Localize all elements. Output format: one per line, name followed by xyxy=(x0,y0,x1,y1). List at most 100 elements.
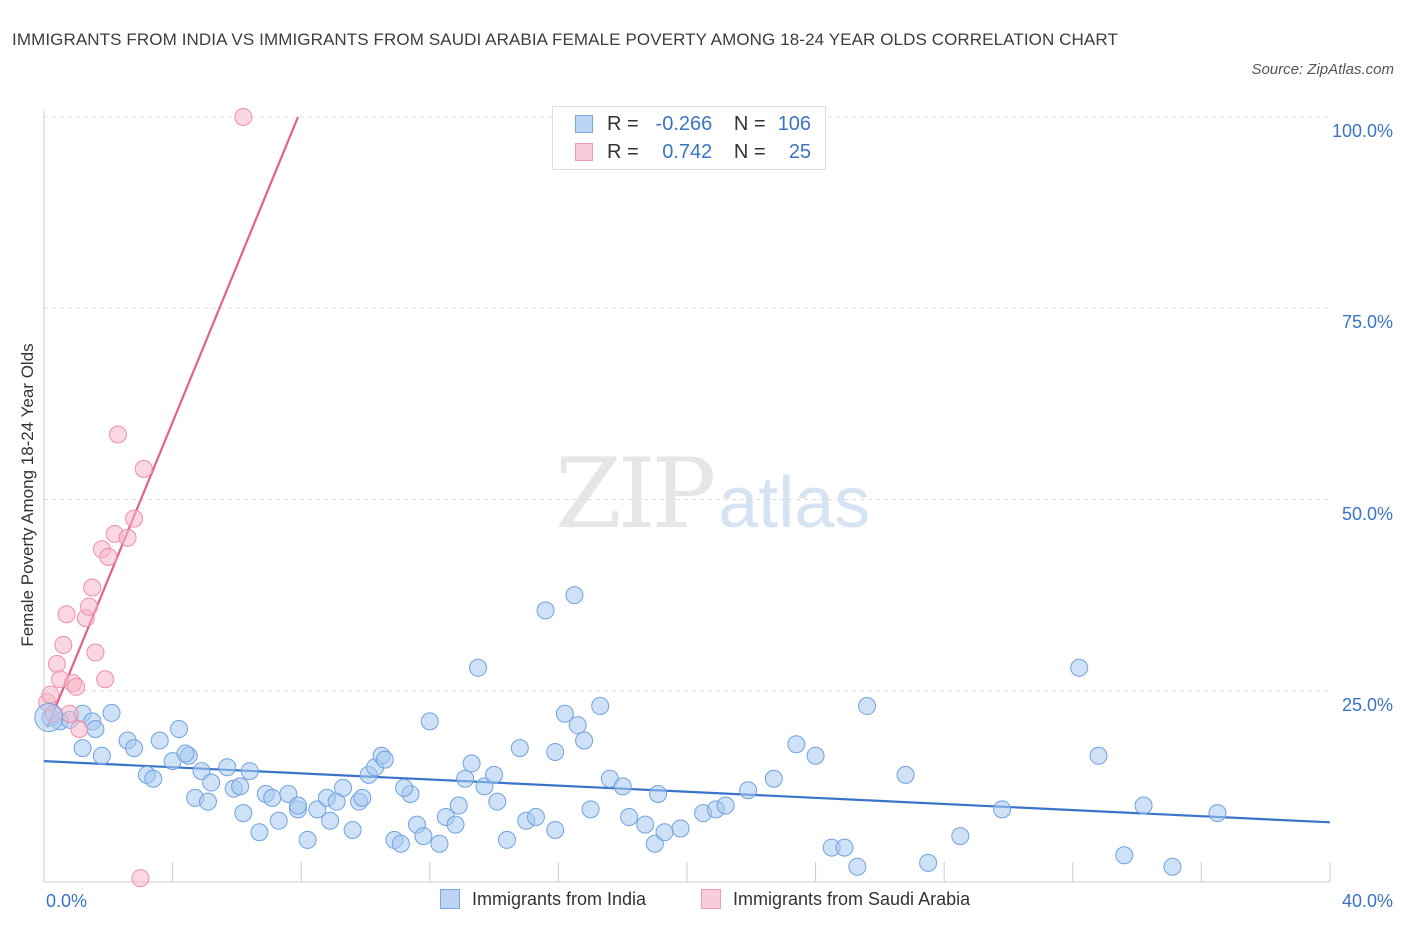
india-point xyxy=(420,712,439,731)
india-point xyxy=(321,811,340,830)
india-point xyxy=(485,765,504,784)
india-point xyxy=(456,769,475,788)
india-point xyxy=(288,796,307,815)
data-points xyxy=(34,108,1227,888)
india-point xyxy=(430,834,449,853)
india-point xyxy=(231,777,250,796)
india-point xyxy=(1115,846,1134,865)
india-point xyxy=(218,758,237,777)
india-point xyxy=(526,807,545,826)
india-swatch xyxy=(575,115,593,133)
r-label: R = xyxy=(607,113,639,135)
india-point xyxy=(86,720,105,738)
india-point xyxy=(391,834,410,853)
saudi-point xyxy=(125,509,144,528)
india-point xyxy=(240,762,259,781)
india-point xyxy=(806,746,825,765)
india-point xyxy=(269,811,288,830)
india-point xyxy=(1208,804,1227,823)
india-point xyxy=(671,819,690,838)
source-label: Source: ZipAtlas.com xyxy=(1251,61,1394,78)
india-point xyxy=(636,815,655,834)
y-tick-label: 100.0% xyxy=(1331,121,1393,141)
india-point xyxy=(92,746,111,765)
india-point xyxy=(375,750,394,769)
india-point xyxy=(150,731,169,750)
india-point xyxy=(555,704,574,723)
india-point xyxy=(835,838,854,857)
r-value: 0.742 xyxy=(662,141,713,163)
india-point xyxy=(73,739,92,758)
india-legend-swatch xyxy=(440,889,460,909)
india-point xyxy=(250,823,269,842)
saudi-point xyxy=(67,677,86,696)
legend-item-india: Immigrants from India xyxy=(440,889,646,910)
n-value: 25 xyxy=(788,141,812,163)
saudi-point xyxy=(96,670,115,689)
india-point xyxy=(192,762,211,781)
saudi-legend-swatch xyxy=(701,889,721,909)
india-point xyxy=(263,788,282,807)
india-point xyxy=(1070,658,1089,677)
india-point xyxy=(613,777,632,796)
india-point xyxy=(449,796,468,815)
india-point xyxy=(198,792,217,811)
india-point xyxy=(536,601,555,620)
stats-row-saudi: R = 0.742 N = 25 xyxy=(575,139,811,165)
stats-row-india: R = -0.266 N = 106 xyxy=(575,111,811,137)
india-point xyxy=(1089,746,1108,765)
x-tick-label-min: 0.0% xyxy=(46,891,88,911)
saudi-legend-label: Immigrants from Saudi Arabia xyxy=(733,889,971,909)
saudi-trend-line xyxy=(46,116,300,728)
watermark-atlas: atlas xyxy=(718,463,871,543)
india-point xyxy=(993,800,1012,819)
y-tick-label: 25.0% xyxy=(1341,694,1393,715)
india-point xyxy=(395,778,414,797)
india-point xyxy=(546,820,565,839)
india-point xyxy=(591,697,610,716)
india-point xyxy=(546,742,565,761)
india-point xyxy=(446,815,465,834)
india-point xyxy=(125,739,144,758)
saudi-point xyxy=(99,547,118,566)
india-point xyxy=(787,735,806,754)
saudi-point xyxy=(234,108,253,126)
india-point xyxy=(234,804,253,823)
trend-lines xyxy=(43,116,1331,824)
india-point xyxy=(343,820,362,839)
saudi-point xyxy=(57,605,76,624)
saudi-point xyxy=(41,685,60,704)
n-label: N = xyxy=(733,113,766,135)
india-point xyxy=(170,720,189,738)
india-point xyxy=(176,744,195,763)
saudi-point xyxy=(86,643,105,662)
saudi-point xyxy=(80,597,99,616)
n-value: 106 xyxy=(777,113,812,135)
india-point xyxy=(645,834,664,853)
saudi-point xyxy=(47,654,66,673)
legend-item-saudi: Immigrants from Saudi Arabia xyxy=(701,889,970,910)
india-point xyxy=(951,827,970,846)
saudi-point xyxy=(131,869,150,888)
india-point xyxy=(102,703,121,722)
india-point xyxy=(469,658,488,677)
india-point xyxy=(144,769,163,788)
india-point xyxy=(475,777,494,796)
india-point xyxy=(655,823,674,842)
india-point xyxy=(649,785,668,804)
stats-legend: R = -0.266 N = 106 R = 0.742 N = 25 xyxy=(552,106,826,170)
india-point xyxy=(848,857,867,876)
saudi-point xyxy=(108,425,127,444)
r-label: R = xyxy=(607,141,639,163)
india-point xyxy=(739,781,758,800)
india-point xyxy=(1134,796,1153,815)
india-point xyxy=(620,807,639,826)
india-point xyxy=(575,731,594,750)
n-label: N = xyxy=(733,141,766,163)
india-point xyxy=(565,586,584,605)
india-point xyxy=(34,703,64,733)
india-point xyxy=(414,827,433,846)
saudi-swatch xyxy=(575,143,593,161)
india-point xyxy=(333,778,352,797)
india-point xyxy=(462,754,481,773)
